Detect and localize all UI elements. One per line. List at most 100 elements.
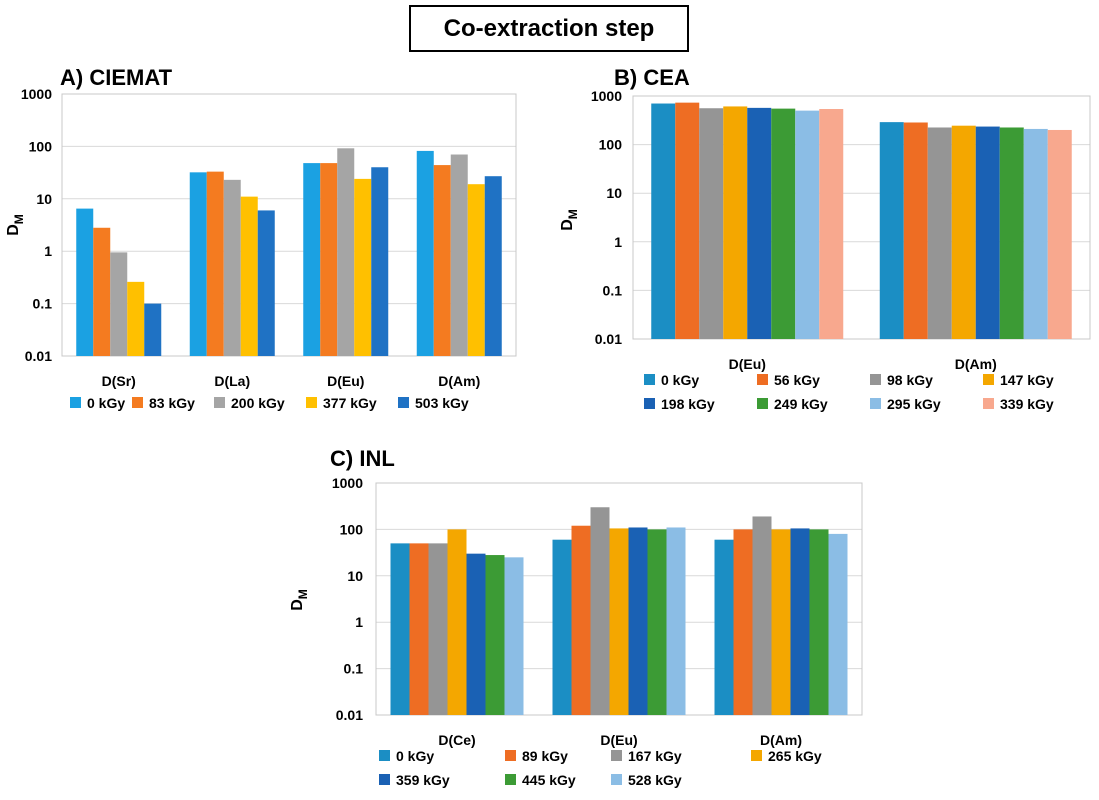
bar — [809, 529, 829, 715]
y-axis-label: DM — [5, 214, 26, 236]
bar — [771, 529, 791, 715]
legend-label: 295 kGy — [887, 396, 941, 412]
bar — [590, 507, 610, 715]
legend-swatch — [132, 397, 143, 408]
legend-label: 56 kGy — [774, 372, 820, 388]
bar — [371, 167, 389, 356]
chart-panel-a: A) CIEMAT 0.01 0.1 1 10 100 1000 DM D(Sr) D(La) D(… — [5, 65, 517, 411]
y-tick-label: 1 — [44, 243, 52, 259]
legend-swatch — [757, 374, 768, 385]
bar — [447, 529, 467, 715]
bar — [733, 529, 753, 715]
bar — [466, 553, 486, 715]
bar — [257, 210, 275, 356]
y-tick-label: 10 — [347, 568, 363, 584]
main-title: Co-extraction step — [409, 5, 689, 52]
legend-label: 98 kGy — [887, 372, 933, 388]
chart-panel-b: B) CEA 0.01 0.1 1 10 100 1000 DM D(Eu) D(Am) 0 kGy… — [559, 65, 1091, 412]
legend-swatch — [870, 374, 881, 385]
bar — [879, 122, 904, 339]
legend-label: 377 kGy — [323, 395, 377, 411]
y-tick-label: 100 — [599, 137, 623, 153]
legend-swatch — [983, 398, 994, 409]
y-axis-label: DM — [289, 589, 310, 611]
legend-swatch — [757, 398, 768, 409]
bar — [240, 196, 258, 356]
bar — [747, 107, 772, 340]
legend-swatch — [983, 374, 994, 385]
bar — [771, 108, 796, 339]
bar — [675, 102, 700, 339]
legend-label: 339 kGy — [1000, 396, 1054, 412]
bar — [571, 525, 591, 715]
y-tick-label: 1000 — [21, 86, 52, 102]
bar — [320, 163, 338, 356]
bar — [714, 539, 734, 715]
category-label: D(Am) — [760, 732, 802, 748]
chart-panel-c: C) INL 0.01 0.1 1 10 100 1000 DM D(Ce) D(Eu) D(Am)… — [289, 446, 863, 788]
y-tick-label: 0.1 — [603, 282, 623, 298]
legend-swatch — [611, 750, 622, 761]
bar — [647, 529, 667, 715]
legend-label: 0 kGy — [661, 372, 699, 388]
bar — [651, 103, 676, 340]
legend-label: 198 kGy — [661, 396, 715, 412]
y-tick-label: 0.1 — [344, 661, 364, 677]
bar — [795, 110, 820, 339]
legend-swatch — [751, 750, 762, 761]
y-tick-label: 100 — [29, 138, 53, 154]
bar — [828, 533, 848, 715]
plot-area — [632, 95, 1091, 340]
y-axis-label: DM — [559, 209, 580, 231]
bar — [189, 172, 207, 356]
legend-swatch — [644, 398, 655, 409]
y-tick-label: 1000 — [591, 88, 622, 104]
bar — [927, 127, 952, 339]
legend-label: 445 kGy — [522, 772, 576, 788]
legend-swatch — [870, 398, 881, 409]
legend-label: 83 kGy — [149, 395, 195, 411]
bar — [819, 109, 844, 339]
category-label: D(Am) — [438, 373, 480, 389]
category-label: D(La) — [214, 373, 250, 389]
category-label: D(Eu) — [600, 732, 637, 748]
legend-swatch — [398, 397, 409, 408]
category-label: D(Am) — [955, 356, 997, 372]
legend-label: 200 kGy — [231, 395, 285, 411]
bar — [223, 179, 241, 356]
category-label: D(Sr) — [102, 373, 136, 389]
legend-swatch — [505, 774, 516, 785]
legend-label: 167 kGy — [628, 748, 682, 764]
bar — [1023, 128, 1048, 339]
panel-title: B) CEA — [614, 65, 690, 90]
bar — [951, 125, 976, 340]
bar — [699, 108, 724, 339]
bar — [110, 252, 128, 356]
bar — [450, 154, 468, 356]
bar — [752, 516, 772, 715]
y-tick-label: 10 — [36, 191, 52, 207]
bar — [975, 126, 1000, 339]
bar — [723, 106, 748, 339]
bar — [1047, 129, 1072, 339]
panel-title: C) INL — [330, 446, 395, 471]
legend-swatch — [214, 397, 225, 408]
bar — [484, 176, 502, 356]
legend-label: 89 kGy — [522, 748, 568, 764]
y-tick-label: 1000 — [332, 475, 363, 491]
y-tick-label: 1 — [614, 234, 622, 250]
bar — [354, 178, 372, 356]
bar — [504, 557, 524, 715]
legend-label: 0 kGy — [396, 748, 434, 764]
y-tick-label: 1 — [355, 614, 363, 630]
bar — [428, 543, 448, 715]
legend-label: 249 kGy — [774, 396, 828, 412]
category-label: D(Eu) — [729, 356, 766, 372]
y-tick-label: 10 — [606, 185, 622, 201]
y-tick-label: 0.1 — [33, 296, 53, 312]
bar — [303, 163, 321, 356]
legend-label: 528 kGy — [628, 772, 682, 788]
y-tick-label: 0.01 — [336, 707, 363, 723]
category-label: D(Ce) — [438, 732, 475, 748]
